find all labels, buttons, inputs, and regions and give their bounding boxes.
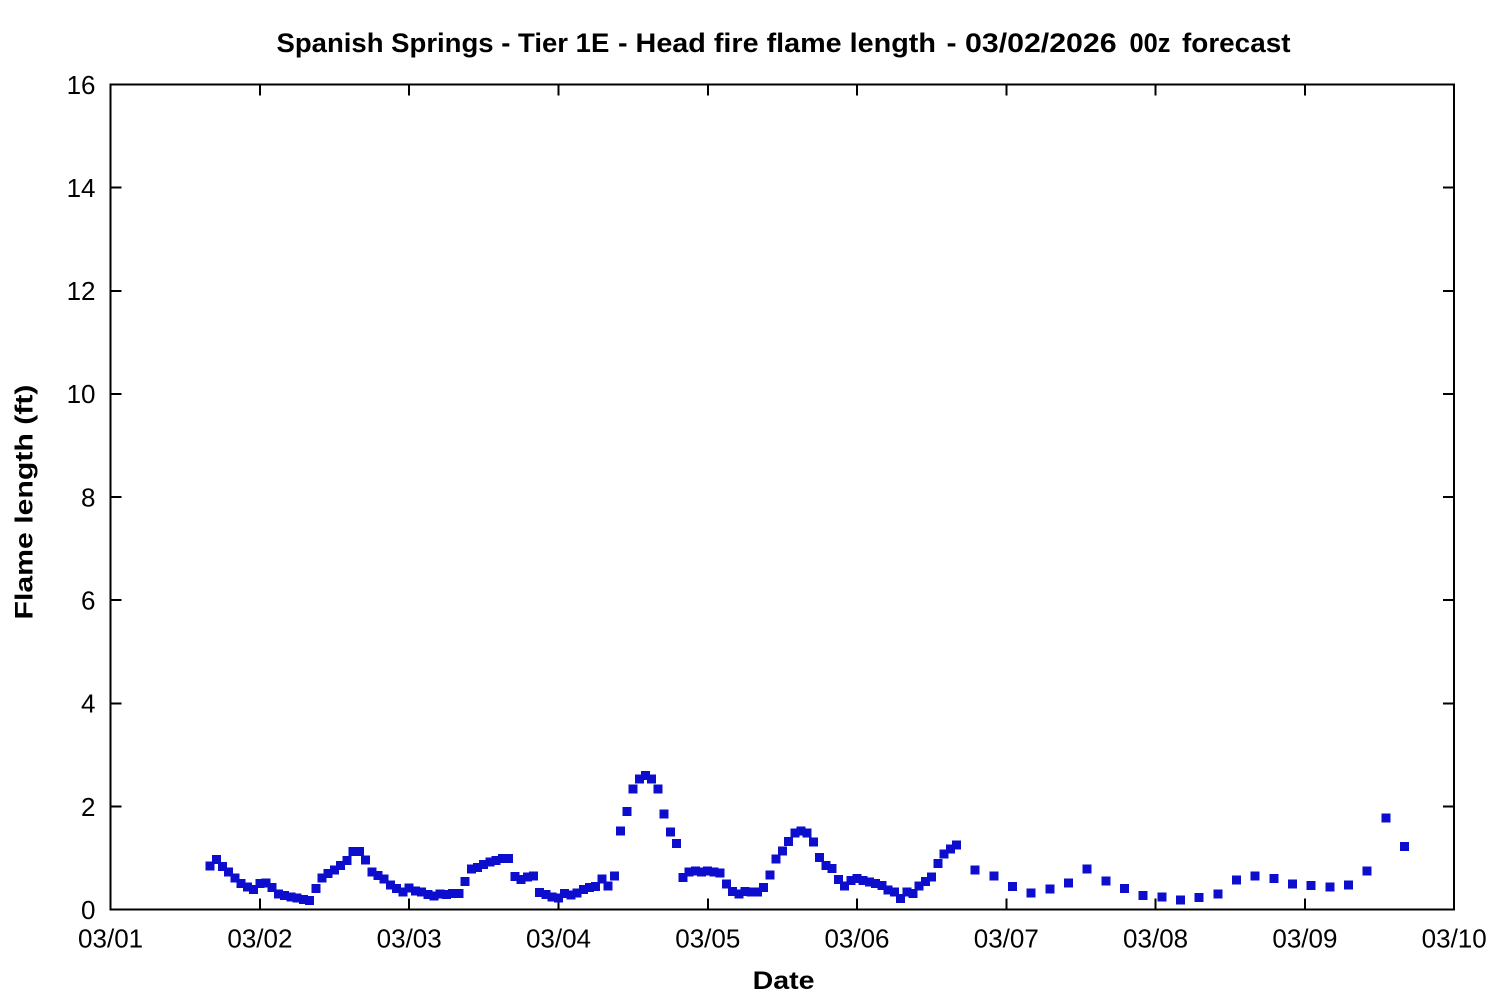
svg-text:03/08: 03/08	[1123, 924, 1188, 954]
svg-text:03/05: 03/05	[675, 924, 740, 954]
svg-text:03/04: 03/04	[526, 924, 591, 954]
svg-text:16: 16	[67, 70, 96, 100]
svg-text:Date: Date	[753, 967, 815, 995]
svg-text:03/02: 03/02	[227, 924, 292, 954]
svg-text:03/03: 03/03	[377, 924, 442, 954]
svg-text:Spanish Springs - Tier 1E: Spanish Springs - Tier 1E	[277, 28, 610, 58]
svg-text:6: 6	[81, 586, 95, 616]
svg-text:12: 12	[67, 276, 96, 306]
svg-text:03/07: 03/07	[974, 924, 1039, 954]
svg-text:10: 10	[67, 379, 96, 409]
svg-text:03/10: 03/10	[1422, 924, 1487, 954]
svg-text:8: 8	[81, 482, 95, 512]
svg-text:forecast: forecast	[1182, 28, 1291, 58]
svg-text:- 03/02/2026: - 03/02/2026	[947, 28, 1117, 58]
svg-text:2: 2	[81, 792, 95, 822]
svg-text:03/01: 03/01	[78, 924, 143, 954]
svg-text:- Head fire flame length: - Head fire flame length	[618, 28, 936, 58]
svg-text:14: 14	[67, 173, 96, 203]
svg-text:4: 4	[81, 689, 95, 719]
svg-text:Flame length (ft): Flame length (ft)	[11, 385, 39, 620]
svg-text:03/06: 03/06	[824, 924, 889, 954]
svg-text:03/09: 03/09	[1272, 924, 1337, 954]
svg-text:00z: 00z	[1130, 28, 1171, 58]
svg-text:0: 0	[81, 895, 95, 925]
